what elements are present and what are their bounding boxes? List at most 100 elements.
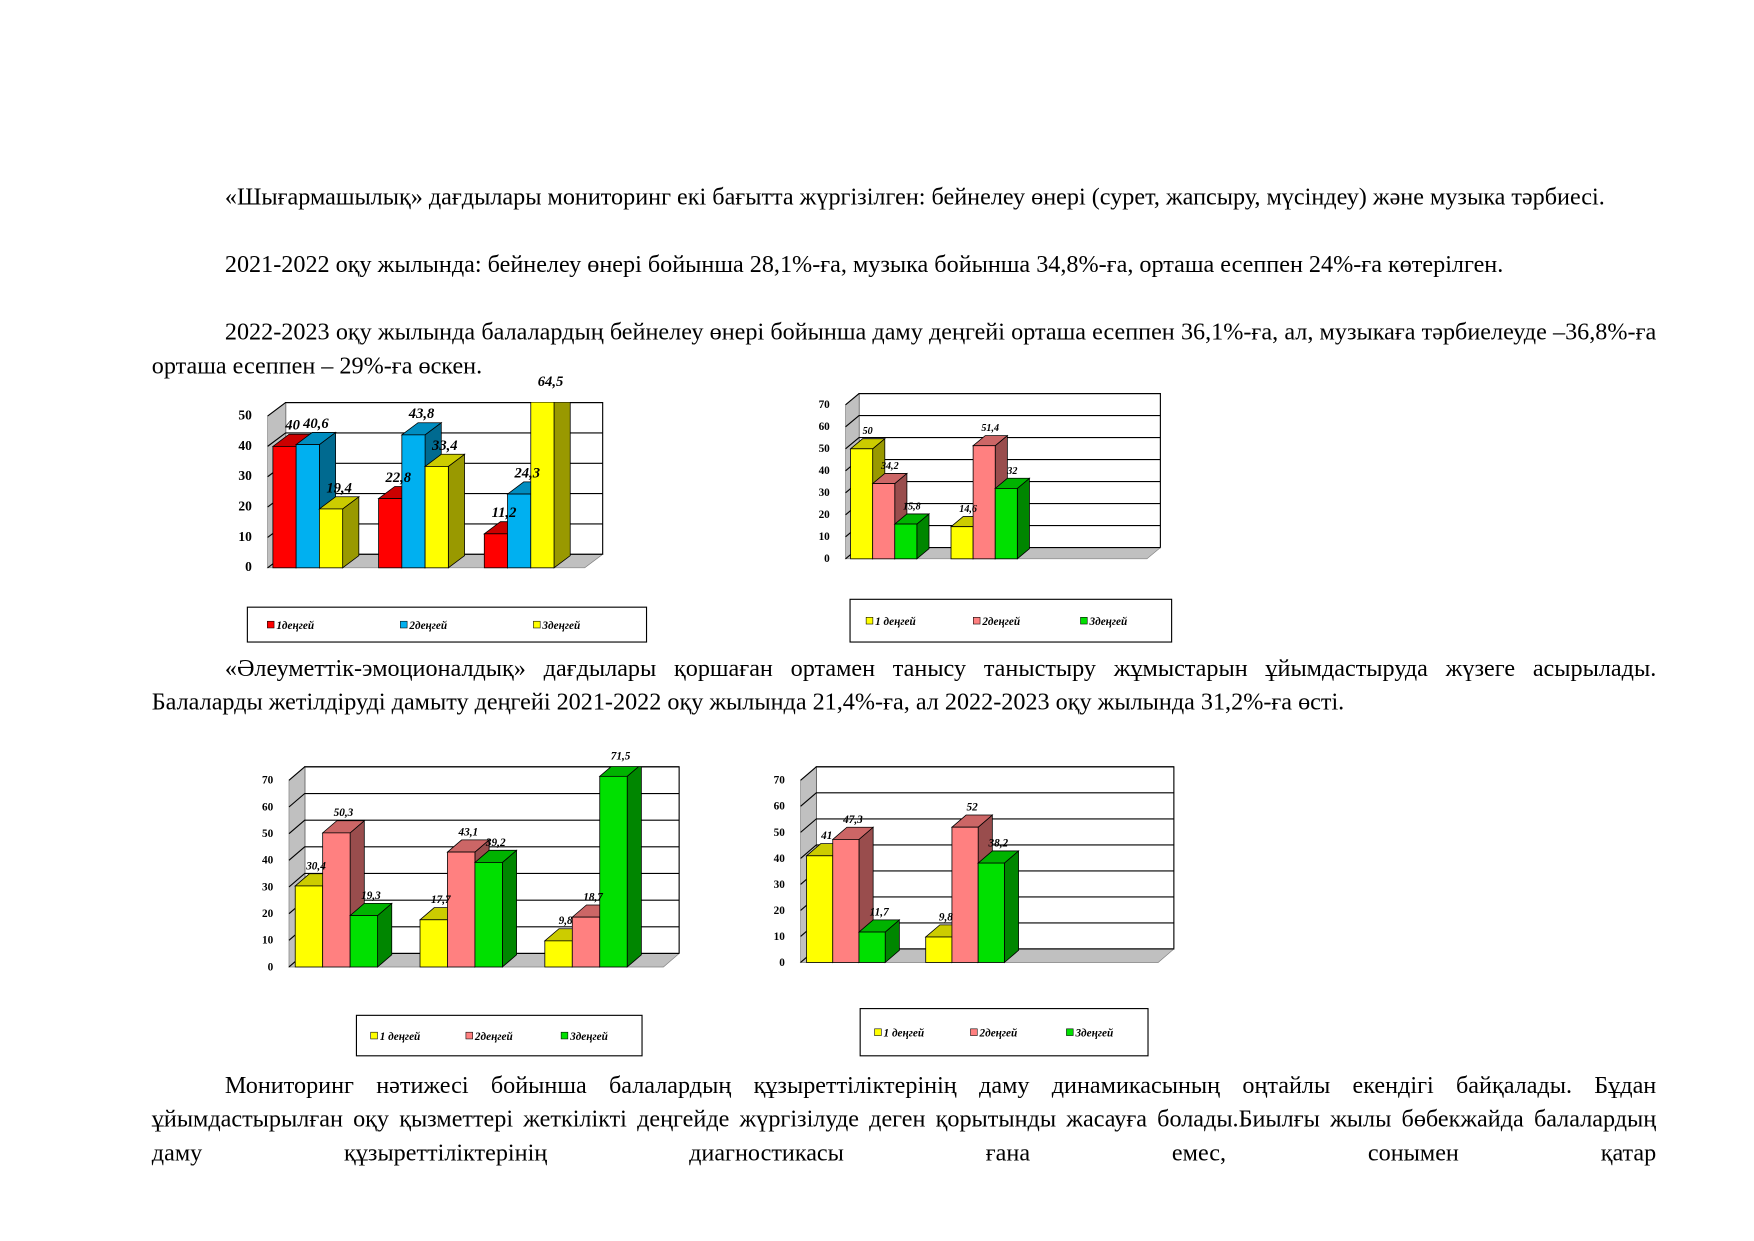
legend-label: 3деңгей: [1089, 616, 1128, 628]
bar: [894, 523, 918, 560]
grid-line: [288, 872, 680, 888]
bar: [977, 862, 1005, 963]
y-tick-label: 50: [819, 443, 831, 455]
bar: [294, 885, 324, 968]
bar: [832, 839, 860, 963]
grid-line: [800, 766, 1174, 781]
data-label: 15,8: [903, 501, 921, 512]
y-tick-label: 70: [774, 775, 786, 787]
grid-line: [267, 401, 603, 417]
legend-swatch: [973, 617, 981, 625]
data-label: 17,7: [431, 894, 451, 906]
legend-label: 2деңгей: [474, 1031, 513, 1043]
y-tick-label: 40: [262, 855, 274, 867]
legend-swatch: [465, 1031, 473, 1040]
bar: [806, 855, 834, 963]
bar-side: [1003, 850, 1019, 964]
bar: [447, 851, 476, 968]
bar: [544, 940, 573, 968]
y-tick-label: 60: [774, 801, 786, 813]
data-label: 34,2: [880, 461, 899, 472]
bar-side: [501, 849, 517, 968]
y-tick-label: 70: [262, 775, 274, 787]
grid-line: [288, 766, 680, 781]
data-label: 47,3: [842, 814, 863, 826]
bar-chart: 0 10 20 30 40 50 60 70 50 14,6 34,2 51,4 15,8 32 1 дең…: [819, 392, 1173, 643]
paragraph: Мониторинг нәтижесі бойынша балалардың қ…: [151, 1071, 1657, 1167]
legend-box: [859, 1008, 1149, 1057]
bar: [571, 916, 601, 968]
y-tick-label: 20: [262, 908, 274, 920]
bar: [951, 826, 979, 963]
grid-line: [267, 432, 603, 447]
legend-label: 1деңгей: [276, 620, 314, 632]
data-label: 52: [967, 802, 979, 814]
data-label: 11,2: [492, 505, 517, 521]
data-label: 64,5: [538, 374, 564, 390]
data-label: 43,1: [457, 826, 478, 838]
legend-swatch: [533, 620, 541, 629]
y-tick-label: 30: [238, 468, 252, 483]
legend-label: 3деңгей: [1074, 1028, 1113, 1040]
bar: [424, 466, 449, 569]
bar: [378, 498, 403, 569]
bar: [322, 832, 351, 968]
y-tick-label: 10: [819, 531, 831, 543]
data-label: 71,5: [611, 751, 631, 763]
legend-swatch: [874, 1028, 882, 1036]
y-tick-label: 20: [819, 509, 831, 521]
y-tick-label: 40: [238, 438, 252, 453]
bar-side: [1016, 477, 1030, 560]
legend-label: 3деңгей: [541, 620, 580, 632]
y-tick-label: 30: [819, 487, 831, 499]
bars: [271, 402, 571, 569]
y-tick-label: 0: [245, 559, 252, 574]
bar: [319, 508, 344, 569]
legend-label: 2деңгей: [981, 616, 1020, 628]
bar: [872, 483, 896, 560]
bar: [950, 526, 974, 560]
data-label: 14,6: [959, 504, 978, 515]
y-tick-label: 10: [238, 529, 252, 544]
grid-line: [288, 819, 680, 835]
bar: [858, 931, 886, 963]
y-tick-label: 10: [262, 935, 274, 947]
data-label: 38,2: [988, 837, 1009, 849]
y-tick-label: 10: [774, 931, 786, 943]
data-label: 9,8: [559, 915, 573, 927]
bar: [272, 445, 297, 569]
legend-label: 2деңгей: [979, 1028, 1018, 1040]
paragraph: «Шығармашылық» дағдылары мониторинг екі …: [224, 183, 1605, 211]
grid-line: [288, 792, 680, 808]
legend-swatch: [865, 617, 874, 625]
data-label: 18,7: [583, 891, 603, 903]
data-label: 43,8: [408, 406, 435, 422]
data-label: 50: [863, 426, 873, 437]
bar-chart: 0 10 20 30 40 50 60 70 30,4 17,7 9,8 50,3 43,1 18,7 19…: [262, 751, 681, 1057]
y-tick-label: 0: [779, 957, 785, 969]
bar: [349, 915, 378, 968]
data-label: 50,3: [334, 807, 354, 819]
data-label: 33,4: [431, 438, 458, 454]
bar: [401, 434, 426, 569]
bar: [925, 936, 953, 963]
bar-side: [447, 453, 465, 569]
y-tick-label: 20: [774, 905, 786, 917]
legend-label: 1 деңгей: [875, 616, 916, 628]
grid-line: [845, 392, 1161, 406]
legend-swatch: [267, 620, 275, 629]
y-tick-label: 50: [262, 828, 274, 840]
y-tick-label: 20: [238, 498, 252, 513]
legend-label: 3деңгей: [569, 1031, 608, 1043]
bars: [849, 434, 1031, 560]
bar: [483, 533, 508, 569]
data-label: 30,4: [305, 860, 326, 872]
data-label: 39,2: [485, 837, 506, 849]
legend-swatch: [1080, 617, 1088, 625]
y-tick-label: 50: [774, 827, 786, 839]
data-label: 22,8: [385, 470, 412, 486]
data-label: 19,3: [361, 890, 381, 902]
